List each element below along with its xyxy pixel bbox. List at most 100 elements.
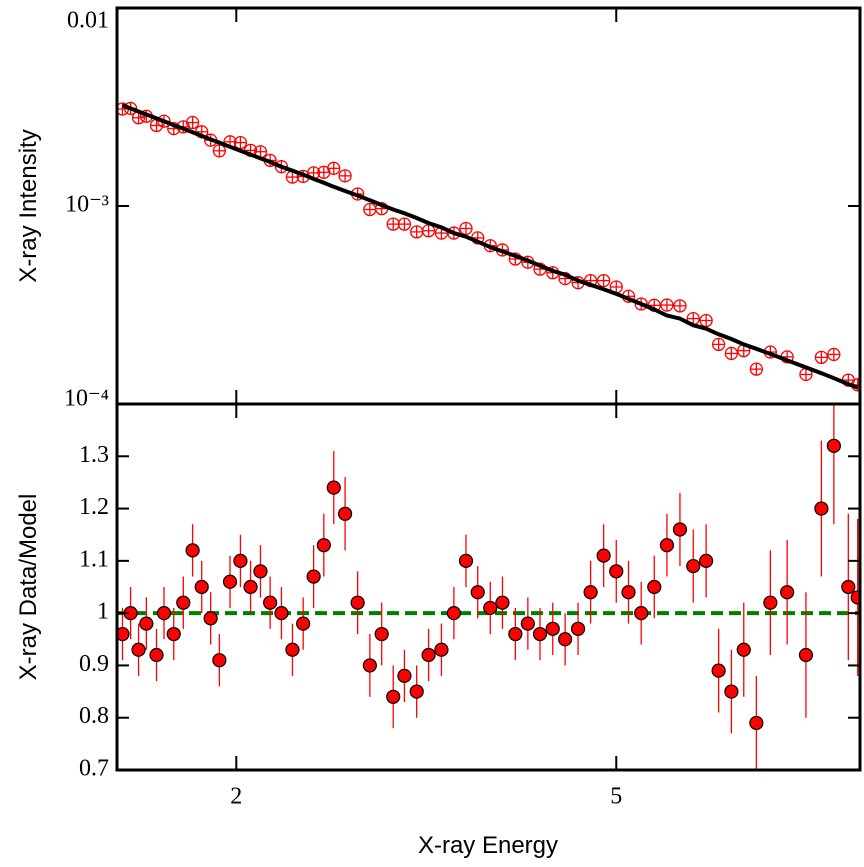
data-point [212,653,227,668]
data-point [203,611,218,626]
data-point [327,161,341,175]
y-tick-label: 1.3 [79,442,109,468]
data-point [520,616,535,631]
data-point [780,585,795,600]
data-point [545,621,560,636]
y-tick-label: 0.7 [79,756,109,782]
data-point [724,684,739,699]
data-point [434,642,449,657]
data-point [459,221,473,236]
data-point [647,579,662,595]
data-point [243,579,258,595]
data-point [495,595,510,610]
data-point [673,299,687,313]
data-point [212,144,227,158]
data-point [458,553,474,568]
data-point [397,217,412,231]
data-point [841,579,856,595]
data-point [139,616,154,631]
data-point [386,689,401,704]
data-point [374,626,389,642]
y-axis-label: X-ray Intensity [15,129,42,282]
data-point [397,668,412,683]
data-point [621,585,636,600]
x-tick-label: 2 [230,784,242,810]
data-point [827,347,841,362]
y-tick-label: 0.01 [67,8,109,34]
data-point [660,298,674,312]
data-point [296,616,311,631]
panel-frame [115,402,862,772]
data-point [699,313,713,328]
data-point [470,585,485,600]
data-point [176,595,191,610]
plot-area [117,101,860,392]
data-point [508,626,523,642]
data-point [131,642,146,657]
data-point [686,558,701,574]
data-point [826,438,841,453]
data-point [711,337,726,352]
data-point [532,626,548,642]
data-point [483,600,498,616]
data-point [596,273,611,288]
data-point [814,501,829,516]
data-point [711,663,726,678]
data-point [634,606,649,621]
data-point [749,362,764,376]
data-point [274,606,289,621]
data-point [117,626,130,642]
y-tick-label: 10⁻⁴ [64,386,109,412]
data-point [386,217,400,231]
data-point [263,595,278,610]
y-tick-label: 1 [97,599,109,625]
data-point [316,538,331,553]
data-point [724,346,739,361]
model-line [121,103,859,390]
y-tick-label: 0.9 [79,651,109,677]
y-tick-label: 1.1 [79,546,109,572]
x-axis-label: X-ray Energy [418,832,558,859]
data-point [363,202,377,217]
data-point [763,595,778,610]
data-point [337,506,353,521]
data-point [814,350,829,365]
data-point [306,569,321,584]
data-point [285,642,300,657]
data-point [409,684,424,699]
y-axis-label: X-ray Data/Model [15,494,42,681]
data-point [350,595,365,610]
data-point [699,553,714,568]
data-point [233,553,248,568]
data-point [338,169,352,183]
x-tick-label: 5 [610,784,622,810]
data-point [446,606,461,621]
data-point [596,548,611,563]
data-point [253,564,268,579]
data-point [194,579,209,595]
data-point [185,115,200,130]
data-point [166,626,181,642]
y-tick-label: 10⁻³ [65,192,109,218]
data-point [798,647,814,663]
data-point [410,225,424,239]
data-point [222,574,238,589]
data-point [583,585,598,600]
data-point [736,642,751,657]
plot-area [117,404,860,770]
data-point [749,715,764,731]
data-point [659,538,675,553]
data-point [233,135,248,150]
data-point [558,632,573,647]
y-tick-label: 1.2 [79,494,109,520]
data-point [609,564,624,579]
data-point [362,658,377,673]
data-point [850,590,860,605]
data-point [326,480,341,495]
data-point [421,647,436,663]
data-point [149,647,164,663]
data-point [672,522,688,537]
data-point [185,543,200,558]
data-point [570,621,586,636]
